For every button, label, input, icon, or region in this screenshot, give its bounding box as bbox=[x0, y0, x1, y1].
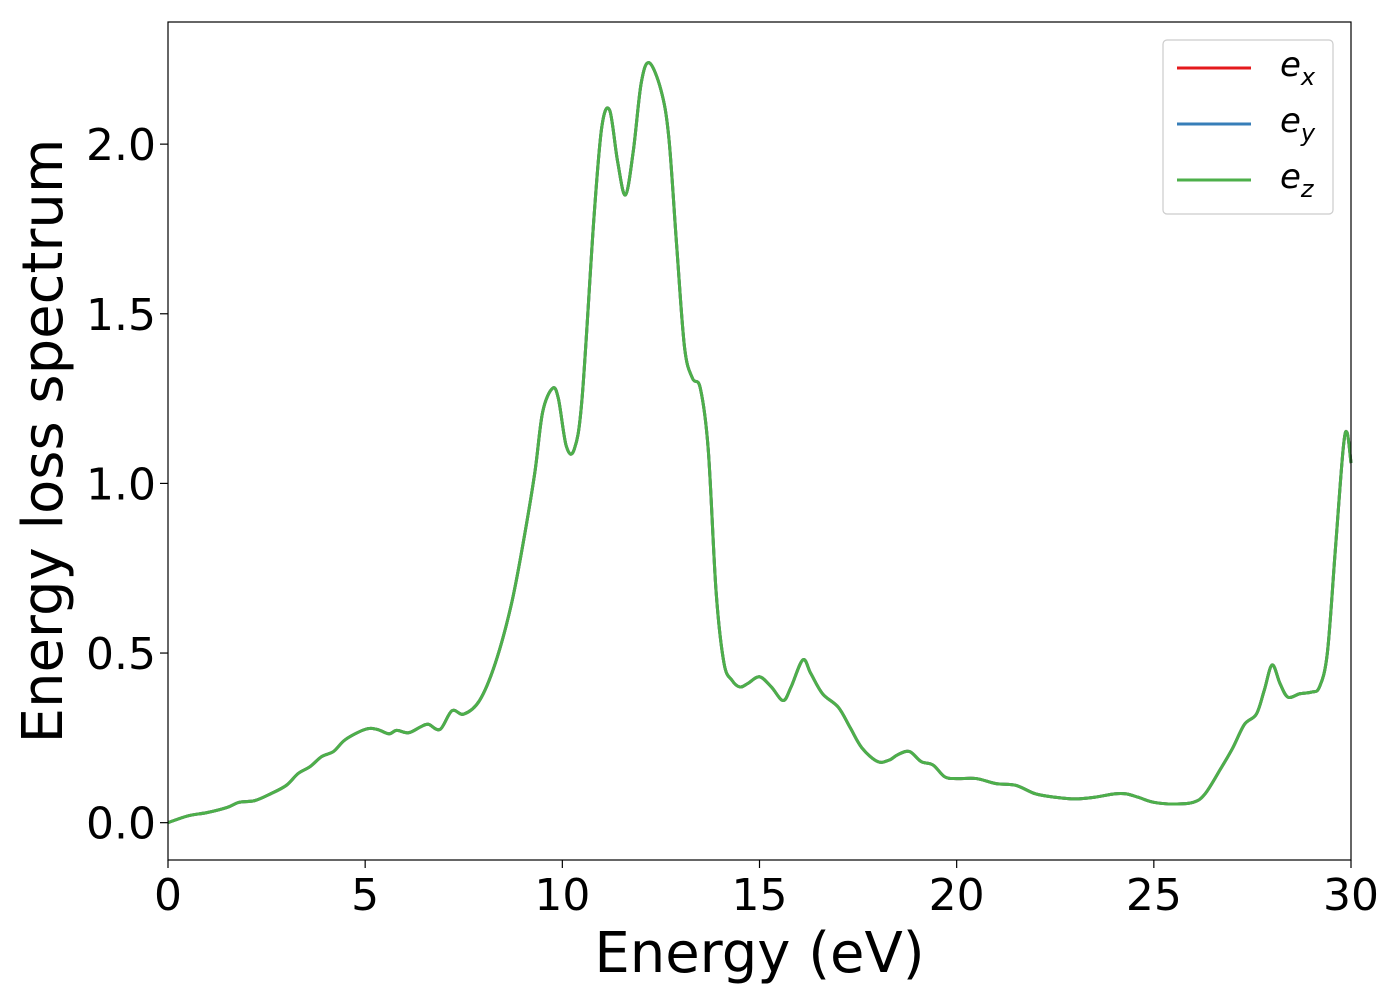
legend-box bbox=[1162, 39, 1334, 215]
legend-label-e-z: ez bbox=[1280, 157, 1315, 203]
legend-label-e-x: ex bbox=[1280, 45, 1316, 91]
y-tick-label: 1.0 bbox=[86, 459, 156, 510]
series-line-e-z bbox=[167, 61, 1353, 825]
x-tick-label: 20 bbox=[929, 870, 985, 921]
x-axis-ticks: 0 5 10 15 20 25 30 bbox=[154, 860, 1379, 921]
y-tick-label: 2.0 bbox=[86, 120, 156, 171]
legend: ex ey ez bbox=[1162, 39, 1334, 215]
x-tick-label: 15 bbox=[732, 870, 788, 921]
x-tick-label: 25 bbox=[1126, 870, 1182, 921]
series-layer bbox=[167, 61, 1353, 825]
y-tick-label: 0.0 bbox=[86, 799, 156, 850]
x-tick-label: 10 bbox=[534, 870, 590, 921]
y-tick-label: 1.5 bbox=[86, 290, 156, 341]
x-tick-label: 5 bbox=[351, 870, 379, 921]
y-axis-ticks: 0.0 0.5 1.0 1.5 2.0 bbox=[86, 120, 168, 850]
x-tick-label: 0 bbox=[154, 870, 182, 921]
y-axis-title: Energy loss spectrum bbox=[11, 139, 76, 744]
x-axis-title: Energy (eV) bbox=[594, 921, 924, 986]
legend-label-e-y: ey bbox=[1280, 101, 1316, 147]
x-tick-label: 30 bbox=[1323, 870, 1379, 921]
y-tick-label: 0.5 bbox=[86, 629, 156, 680]
